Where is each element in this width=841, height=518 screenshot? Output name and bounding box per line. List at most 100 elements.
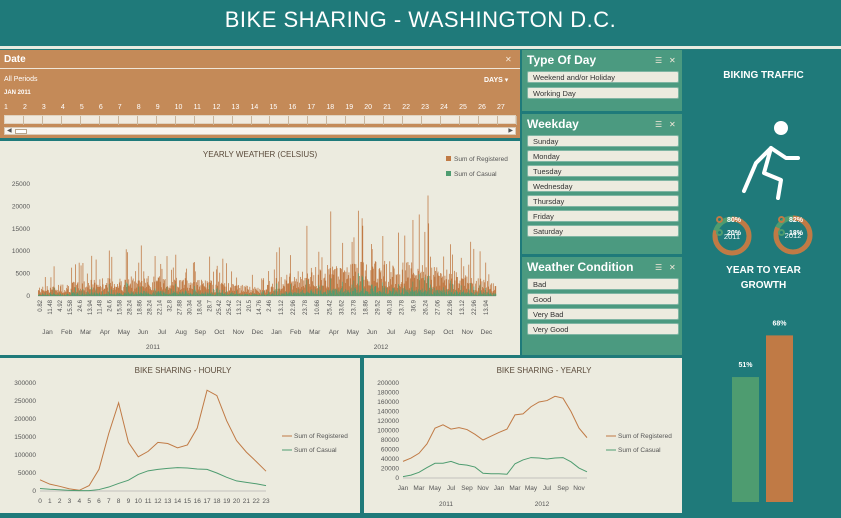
cyclist-icon (744, 121, 798, 198)
scroll-right-icon[interactable]: ▶ (508, 127, 513, 134)
hourly-xtick: 3 (68, 498, 72, 505)
clear-filter-icon[interactable]: ✕ (669, 56, 676, 65)
timeline-day-cell[interactable] (81, 116, 100, 125)
growth-bar-2011 (732, 377, 759, 502)
weather-month-label: May (118, 329, 131, 336)
slicer-item-friday[interactable]: Friday (527, 210, 679, 222)
weather-month-label: Mar (309, 329, 321, 336)
timeline-day-cell[interactable] (138, 116, 157, 125)
slicer-item-thursday[interactable]: Thursday (527, 195, 679, 207)
timeline-day-cell[interactable] (62, 116, 81, 125)
slicer-item-very-good[interactable]: Very Good (527, 323, 679, 335)
timeline-day-cell[interactable] (422, 116, 441, 125)
timeline-day-cell[interactable] (157, 116, 176, 125)
scroll-left-icon[interactable]: ◀ (7, 127, 12, 134)
slicer-item-bad[interactable]: Bad (527, 278, 679, 290)
multi-select-icon[interactable]: ☰ (655, 120, 662, 129)
yearly-xtick: Jan (398, 485, 409, 492)
timeline-day-label: 8 (137, 104, 141, 111)
slicer-item-saturday[interactable]: Saturday (527, 225, 679, 237)
type-of-day-slicer[interactable]: Type Of Day ☰ ✕ Weekend and/or Holiday W… (522, 50, 682, 111)
timeline-day-cell[interactable] (100, 116, 119, 125)
slicer-item-weekend[interactable]: Weekend and/or Holiday (527, 71, 679, 83)
weather-temp-label: 26.24 (424, 299, 430, 315)
slicer-item-working-day[interactable]: Working Day (527, 87, 679, 99)
hourly-xtick: 22 (253, 498, 261, 505)
weather-legend-casual: Sum of Casual (454, 171, 497, 178)
growth-label-2012: 68% (772, 320, 787, 327)
timeline-day-cell[interactable] (5, 116, 24, 125)
timeline-day-cell[interactable] (498, 116, 517, 125)
slicer-item-wednesday[interactable]: Wednesday (527, 180, 679, 192)
hourly-xtick: 0 (38, 498, 42, 505)
timeline-day-cell[interactable] (43, 116, 62, 125)
timeline-day-track[interactable] (4, 115, 516, 124)
hourly-xtick: 14 (174, 498, 182, 505)
timeline-day-label: 21 (383, 104, 391, 111)
timeline-day-cell[interactable] (479, 116, 498, 125)
scroll-thumb[interactable] (15, 129, 27, 134)
casual-dot-icon (778, 229, 785, 236)
timeline-day-cell[interactable] (195, 116, 214, 125)
clear-filter-icon[interactable]: ✕ (669, 263, 676, 272)
timeline-day-label: 10 (175, 104, 183, 111)
timeline-day-cell[interactable] (346, 116, 365, 125)
hourly-ytick: 250000 (14, 398, 36, 405)
weather-month-label: Oct (214, 329, 224, 336)
clear-filter-icon[interactable]: ✕ (505, 55, 512, 64)
timeline-day-cell[interactable] (176, 116, 195, 125)
timeline-day-cell[interactable] (233, 116, 252, 125)
summary-panel: BIKING TRAFFIC 2011 2012 80% 20% 82% 18%… (686, 50, 841, 513)
weather-temp-label: 20.5 (247, 299, 253, 311)
timeline-day-cell[interactable] (460, 116, 479, 125)
timeline-day-label: 17 (307, 104, 315, 111)
timeline-day-cell[interactable] (214, 116, 233, 125)
weather-temp-label: 29.52 (375, 299, 381, 315)
hourly-ytick: 150000 (14, 434, 36, 441)
multi-select-icon[interactable]: ☰ (655, 56, 662, 65)
timeline-day-cell[interactable] (403, 116, 422, 125)
timeline-day-cell[interactable] (252, 116, 271, 125)
timeline-day-cell[interactable] (119, 116, 138, 125)
timeline-day-cell[interactable] (308, 116, 327, 125)
weather-temp-label: 24.6 (108, 299, 114, 311)
timeline-day-cell[interactable] (270, 116, 289, 125)
clear-filter-icon[interactable]: ✕ (669, 120, 676, 129)
timeline-day-cell[interactable] (289, 116, 308, 125)
weather-month-label: Jun (138, 329, 149, 336)
timeline-day-cell[interactable] (365, 116, 384, 125)
timeline-scrollbar[interactable]: ◀ ▶ (4, 127, 516, 135)
pct-2012-casual: 18% (789, 230, 803, 237)
weather-temp-label: 13.12 (279, 299, 285, 315)
timeline-day-cell[interactable] (24, 116, 43, 125)
slicer-item-very-bad[interactable]: Very Bad (527, 308, 679, 320)
timeline-day-label: 4 (61, 104, 65, 111)
slicer-item-monday[interactable]: Monday (527, 150, 679, 162)
time-level-dropdown[interactable]: DAYS ▾ (484, 76, 508, 84)
yearly-ytick: 200000 (377, 380, 399, 387)
weather-temp-label: 18.04 (197, 299, 203, 315)
multi-select-icon[interactable]: ☰ (655, 263, 662, 272)
timeline-day-label: 20 (364, 104, 372, 111)
slicer-item-tuesday[interactable]: Tuesday (527, 165, 679, 177)
casual-dot-icon (716, 229, 723, 236)
timeline-day-label: 12 (213, 104, 221, 111)
legend-registered-swatch (446, 156, 451, 161)
timeline-day-cell[interactable] (384, 116, 403, 125)
slicer-item-sunday[interactable]: Sunday (527, 135, 679, 147)
timeline-day-cell[interactable] (327, 116, 346, 125)
growth-bar-2012 (766, 335, 793, 502)
hourly-xtick: 15 (184, 498, 192, 505)
hourly-xtick: 7 (107, 498, 111, 505)
weather-ytick: 0 (26, 293, 30, 300)
weather-year-2012: 2012 (374, 344, 389, 351)
yearly-xtick: Jul (543, 485, 552, 492)
timeline-day-cell[interactable] (441, 116, 460, 125)
slicer-item-good[interactable]: Good (527, 293, 679, 305)
hourly-xtick: 17 (203, 498, 211, 505)
weather-temp-label: 18.86 (138, 299, 144, 315)
yearly-xtick: Mar (413, 485, 425, 492)
